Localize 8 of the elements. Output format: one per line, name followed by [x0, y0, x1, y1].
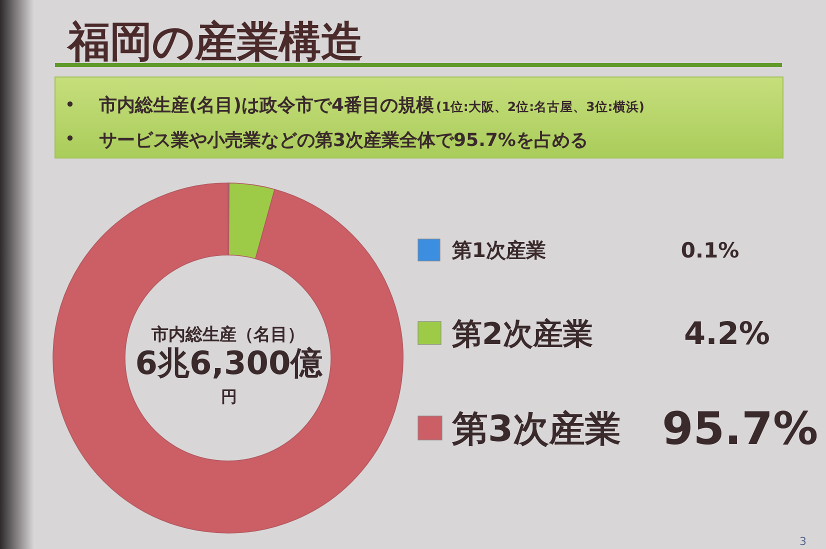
annotation: 3: [800, 535, 806, 548]
annotation: 円: [221, 387, 237, 406]
title: 福岡の産業構造: [68, 17, 363, 66]
annotation: 6兆6,300億: [135, 344, 323, 382]
annotation: サービス業や小売業などの第3次産業全体で95.7%を占める: [99, 130, 588, 151]
annotation: (1位:大阪、2位:名古屋、3位:横浜): [436, 99, 644, 114]
annotation: 市内総生産(名目)は政令市で4番目の規模: [99, 95, 434, 116]
annotation: 市内総生産（名目）: [152, 325, 304, 345]
